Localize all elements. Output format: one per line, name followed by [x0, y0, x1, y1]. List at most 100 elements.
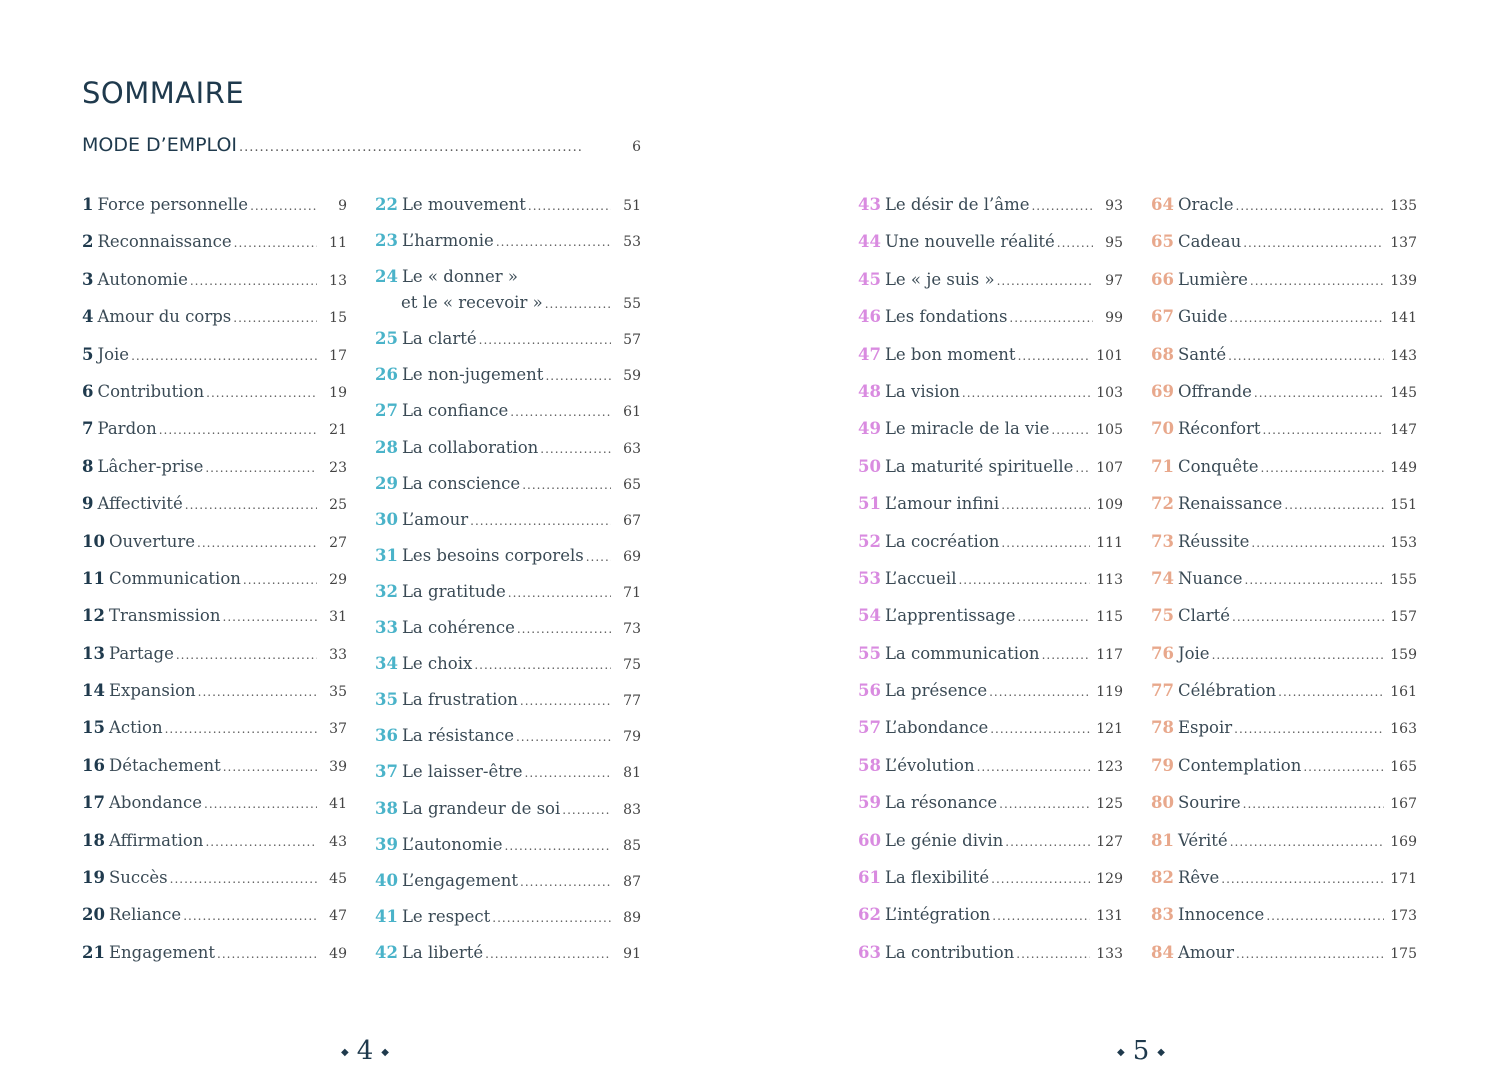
toc-entry[interactable]: 74Nuance................................…: [1151, 566, 1417, 593]
toc-entry[interactable]: 58L’évolution...........................…: [858, 753, 1123, 780]
toc-entry[interactable]: 10Ouverture.............................…: [82, 529, 347, 556]
toc-entry[interactable]: 15Action................................…: [82, 715, 347, 742]
toc-entry[interactable]: 30L’amour...............................…: [375, 507, 641, 534]
toc-entry[interactable]: 75Clarté................................…: [1151, 603, 1417, 630]
entry-label: La confiance: [401, 401, 509, 421]
toc-entry[interactable]: 76 Joie..................................…: [1151, 641, 1417, 668]
toc-entry[interactable]: 6Contribution...........................…: [82, 379, 347, 406]
toc-entry[interactable]: 77Célébration...........................…: [1151, 678, 1417, 705]
toc-entry[interactable]: 2Reconnaissance.........................…: [82, 229, 347, 256]
toc-entry[interactable]: 9Affectivité............................…: [82, 491, 347, 518]
toc-entry[interactable]: 24 Le « donner » et le « recevoir ».......…: [375, 264, 641, 317]
toc-entry[interactable]: 11Communication.........................…: [82, 566, 347, 593]
entry-number: 60: [858, 830, 881, 850]
toc-entry[interactable]: 14Expansion.............................…: [82, 678, 347, 705]
toc-entry[interactable]: 70Réconfort.............................…: [1151, 416, 1417, 443]
toc-entry[interactable]: 19Succès................................…: [82, 865, 347, 892]
toc-entry[interactable]: 78Espoir................................…: [1151, 715, 1417, 742]
toc-entry[interactable]: 54L’apprentissage.......................…: [858, 603, 1123, 630]
toc-entry[interactable]: 18Affirmation...........................…: [82, 828, 347, 855]
toc-entry[interactable]: 71Conquête..............................…: [1151, 454, 1417, 481]
toc-entry[interactable]: 82 Rêve..................................…: [1151, 865, 1417, 892]
toc-entry[interactable]: 80Sourire...............................…: [1151, 790, 1417, 817]
toc-entry[interactable]: 5 Joie...................................…: [82, 342, 347, 369]
toc-entry[interactable]: 57L’abondance...........................…: [858, 715, 1123, 742]
toc-entry[interactable]: 21Engagement............................…: [82, 940, 347, 967]
dot-leader: ........................................…: [1005, 834, 1091, 849]
toc-entry[interactable]: 84Amour.................................…: [1151, 940, 1417, 967]
diamond-icon: ◆: [1157, 1046, 1165, 1058]
entry-page: 95: [1105, 235, 1123, 252]
dot-leader: ........................................…: [217, 946, 317, 961]
dot-leader: ........................................…: [516, 622, 611, 637]
toc-entry[interactable]: 66Lumière...............................…: [1151, 267, 1417, 294]
toc-entry[interactable]: 81 Vérité................................…: [1151, 828, 1417, 855]
toc-entry[interactable]: 23L’harmonie............................…: [375, 228, 641, 255]
toc-entry[interactable]: 83Innocence.............................…: [1151, 902, 1417, 929]
toc-entry[interactable]: 16Détachement...........................…: [82, 753, 347, 780]
toc-entry[interactable]: 65Cadeau................................…: [1151, 229, 1417, 256]
toc-entry[interactable]: 17Abondance.............................…: [82, 790, 347, 817]
toc-entry[interactable]: 12Transmission..........................…: [82, 603, 347, 630]
toc-entry-mode-emploi[interactable]: MODE D’EMPLOI ..........................…: [82, 134, 641, 156]
toc-entry[interactable]: 40L’engagement..........................…: [375, 868, 641, 895]
toc-entry[interactable]: 64Oracle................................…: [1151, 192, 1417, 219]
entry-number: 23: [375, 231, 398, 251]
toc-entry[interactable]: 62L’intégration.........................…: [858, 902, 1123, 929]
toc-entry[interactable]: 13Partage...............................…: [82, 641, 347, 668]
entry-label: Le génie divin: [884, 830, 1004, 850]
toc-entry[interactable]: 7Pardon.................................…: [82, 416, 347, 443]
toc-entry[interactable]: 39L’autonomie...........................…: [375, 832, 641, 859]
toc-entry[interactable]: 8Lâcher-prise...........................…: [82, 454, 347, 481]
toc-entry[interactable]: 69Offrande..............................…: [1151, 379, 1417, 406]
entry-number: 24: [375, 267, 398, 287]
entry-number: 36: [375, 726, 398, 746]
toc-entry[interactable]: 68Santé.................................…: [1151, 342, 1417, 369]
toc-entry[interactable]: 79Contemplation.........................…: [1151, 753, 1417, 780]
entry-page: 57: [623, 332, 641, 349]
toc-entry[interactable]: 51L’amour infini........................…: [858, 491, 1123, 518]
toc-entry[interactable]: 20Reliance..............................…: [82, 902, 347, 929]
toc-entry[interactable]: 3Autonomie..............................…: [82, 267, 347, 294]
toc-entry[interactable]: 53L’accueil.............................…: [858, 566, 1123, 593]
toc-entry[interactable]: 72Renaissance...........................…: [1151, 491, 1417, 518]
entry-number: 9: [82, 494, 94, 514]
folio-right: 5: [1132, 1036, 1150, 1066]
toc-entry[interactable]: 67Guide.................................…: [1151, 304, 1417, 331]
toc-entry[interactable]: 73Réussite..............................…: [1151, 529, 1417, 556]
dot-leader: ........................................…: [515, 730, 611, 745]
